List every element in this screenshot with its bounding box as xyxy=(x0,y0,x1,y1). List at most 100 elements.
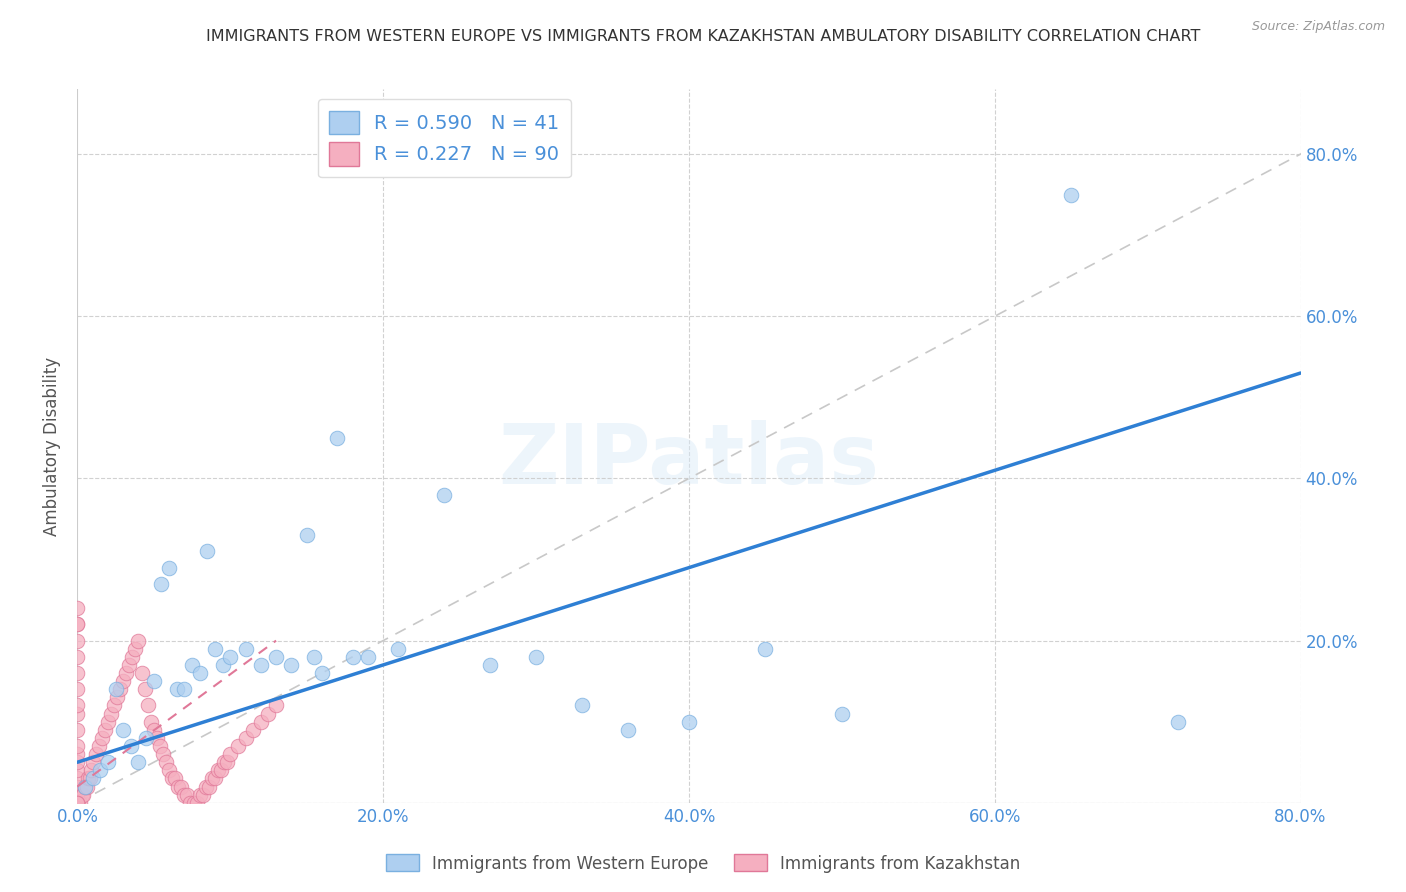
Point xyxy=(264,649,287,664)
Point xyxy=(387,641,409,656)
Point xyxy=(433,488,456,502)
Point xyxy=(66,772,89,786)
Point xyxy=(181,657,204,672)
Point xyxy=(66,788,89,802)
Point xyxy=(66,796,89,810)
Point xyxy=(80,764,103,778)
Y-axis label: Ambulatory Disability: Ambulatory Disability xyxy=(44,357,62,535)
Point xyxy=(66,796,89,810)
Point xyxy=(173,682,195,697)
Point xyxy=(250,714,273,729)
Point xyxy=(100,706,122,721)
Point xyxy=(831,706,853,721)
Text: Source: ZipAtlas.com: Source: ZipAtlas.com xyxy=(1251,20,1385,33)
Point xyxy=(66,649,89,664)
Point xyxy=(226,739,249,753)
Legend: R = 0.590   N = 41, R = 0.227   N = 90: R = 0.590 N = 41, R = 0.227 N = 90 xyxy=(318,99,571,178)
Point xyxy=(235,731,257,745)
Point xyxy=(188,788,211,802)
Point xyxy=(198,780,221,794)
Point xyxy=(66,764,89,778)
Point xyxy=(136,698,159,713)
Point xyxy=(1060,187,1083,202)
Point xyxy=(66,796,89,810)
Point xyxy=(66,617,89,632)
Point xyxy=(112,723,135,737)
Point xyxy=(235,641,257,656)
Point xyxy=(66,796,89,810)
Point xyxy=(66,796,89,810)
Point xyxy=(89,764,111,778)
Point xyxy=(191,788,214,802)
Point xyxy=(105,690,128,705)
Point xyxy=(179,796,201,810)
Point xyxy=(90,731,112,745)
Point xyxy=(66,788,89,802)
Point xyxy=(209,764,232,778)
Point xyxy=(66,739,89,753)
Point xyxy=(571,698,593,713)
Point xyxy=(342,649,364,664)
Point xyxy=(219,747,242,761)
Legend: Immigrants from Western Europe, Immigrants from Kazakhstan: Immigrants from Western Europe, Immigran… xyxy=(378,847,1028,880)
Point xyxy=(69,796,91,810)
Point xyxy=(97,756,120,770)
Point xyxy=(79,772,101,786)
Point xyxy=(167,780,190,794)
Point xyxy=(66,796,89,810)
Point xyxy=(66,617,89,632)
Point xyxy=(678,714,700,729)
Point xyxy=(72,788,94,802)
Point xyxy=(165,772,187,786)
Point xyxy=(134,682,156,697)
Point xyxy=(160,772,183,786)
Point xyxy=(295,528,318,542)
Point xyxy=(73,780,96,794)
Point xyxy=(87,739,110,753)
Point xyxy=(66,633,89,648)
Point xyxy=(176,788,198,802)
Point xyxy=(121,649,143,664)
Text: IMMIGRANTS FROM WESTERN EUROPE VS IMMIGRANTS FROM KAZAKHSTAN AMBULATORY DISABILI: IMMIGRANTS FROM WESTERN EUROPE VS IMMIGR… xyxy=(205,29,1201,44)
Point xyxy=(195,544,218,558)
Point xyxy=(115,666,138,681)
Point xyxy=(212,756,235,770)
Point xyxy=(66,796,89,810)
Point xyxy=(66,666,89,681)
Point xyxy=(524,649,547,664)
Point xyxy=(131,666,153,681)
Point xyxy=(157,764,180,778)
Point xyxy=(257,706,280,721)
Point xyxy=(326,431,349,445)
Point xyxy=(66,698,89,713)
Point xyxy=(146,731,169,745)
Point xyxy=(103,698,125,713)
Point xyxy=(142,723,165,737)
Point xyxy=(128,756,150,770)
Text: ZIPatlas: ZIPatlas xyxy=(499,420,879,500)
Point xyxy=(66,796,89,810)
Point xyxy=(166,682,188,697)
Point xyxy=(264,698,287,713)
Point xyxy=(66,796,89,810)
Point xyxy=(118,657,141,672)
Point xyxy=(112,674,135,689)
Point xyxy=(170,780,193,794)
Point xyxy=(135,731,157,745)
Point xyxy=(217,756,239,770)
Point xyxy=(157,560,180,574)
Point xyxy=(73,780,96,794)
Point xyxy=(194,780,217,794)
Point xyxy=(150,577,173,591)
Point xyxy=(76,780,98,794)
Point xyxy=(120,739,142,753)
Point xyxy=(207,764,229,778)
Point xyxy=(754,641,776,656)
Point xyxy=(77,772,100,786)
Point xyxy=(82,772,104,786)
Point xyxy=(250,657,273,672)
Point xyxy=(242,723,264,737)
Point xyxy=(311,666,333,681)
Point xyxy=(617,723,640,737)
Point xyxy=(211,657,233,672)
